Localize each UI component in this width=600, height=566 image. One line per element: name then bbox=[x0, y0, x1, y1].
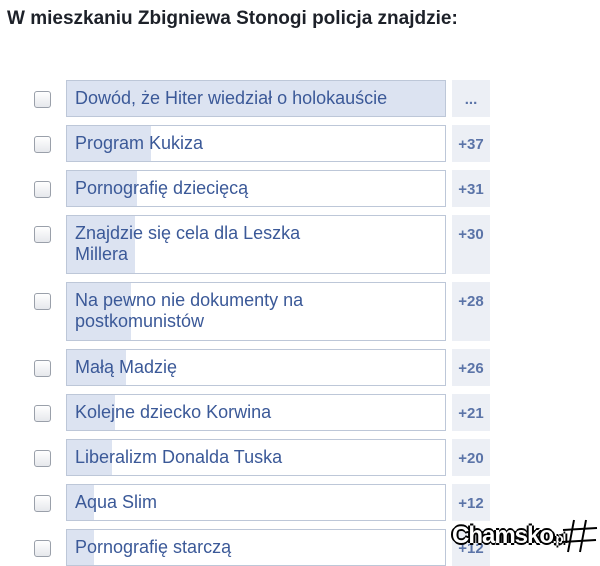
vote-bar bbox=[67, 126, 151, 161]
watermark-icon bbox=[561, 519, 598, 553]
vote-count[interactable]: +21 bbox=[452, 394, 490, 431]
poll-option: Program Kukiza +37 bbox=[0, 125, 600, 162]
vote-count[interactable]: +30 bbox=[452, 215, 490, 274]
checkbox[interactable] bbox=[34, 360, 51, 377]
poll-option: Małą Madzię +26 bbox=[0, 349, 600, 386]
option-box[interactable]: Program Kukiza bbox=[66, 125, 446, 162]
option-label: Liberalizm Donalda Tuska bbox=[75, 447, 283, 467]
vote-count[interactable]: +28 bbox=[452, 282, 490, 341]
poll-option: Dowód, że Hiter wiedział o holokauście..… bbox=[0, 80, 600, 117]
checkbox[interactable] bbox=[34, 226, 51, 243]
vote-bar bbox=[67, 350, 127, 385]
vote-bar bbox=[67, 171, 138, 206]
option-label: Dowód, że Hiter wiedział o holokauście bbox=[75, 88, 388, 108]
option-label: Program Kukiza bbox=[75, 133, 204, 153]
watermark-text: Chamsko.pl bbox=[452, 522, 566, 550]
option-box[interactable]: Pornografię dziecięcą bbox=[66, 170, 446, 207]
vote-bar bbox=[67, 485, 95, 520]
option-label: Na pewno nie dokumenty na postkomunistów bbox=[75, 290, 304, 331]
checkbox[interactable] bbox=[34, 181, 51, 198]
poll-option: Aqua Slim +12 bbox=[0, 484, 600, 521]
poll-option: Kolejne dziecko Korwina +21 bbox=[0, 394, 600, 431]
watermark-name: Chamsko bbox=[452, 522, 554, 549]
vote-bar bbox=[67, 81, 445, 116]
poll-option: Znajdzie się cela dla Leszka Millera +30 bbox=[0, 215, 600, 274]
option-label: Małą Madzię bbox=[75, 357, 178, 377]
poll-title: W mieszkaniu Zbigniewa Stonogi policja z… bbox=[7, 8, 458, 29]
option-label: Kolejne dziecko Korwina bbox=[75, 402, 272, 422]
vote-bar bbox=[67, 283, 131, 340]
vote-count[interactable]: +20 bbox=[452, 439, 490, 476]
option-label: Aqua Slim bbox=[75, 492, 158, 512]
checkbox[interactable] bbox=[34, 450, 51, 467]
option-box[interactable]: Na pewno nie dokumenty na postkomunistów bbox=[66, 282, 446, 341]
vote-count[interactable]: ... bbox=[452, 80, 490, 117]
checkbox[interactable] bbox=[34, 136, 51, 153]
vote-count[interactable]: +37 bbox=[452, 125, 490, 162]
checkbox[interactable] bbox=[34, 293, 51, 310]
checkbox[interactable] bbox=[34, 91, 51, 108]
vote-count[interactable]: +31 bbox=[452, 170, 490, 207]
vote-count[interactable]: +26 bbox=[452, 349, 490, 386]
vote-bar bbox=[67, 440, 113, 475]
option-box[interactable]: Dowód, że Hiter wiedział o holokauście bbox=[66, 80, 446, 117]
poll-option: Liberalizm Donalda Tuska +20 bbox=[0, 439, 600, 476]
option-box[interactable]: Znajdzie się cela dla Leszka Millera bbox=[66, 215, 446, 274]
option-box[interactable]: Liberalizm Donalda Tuska bbox=[66, 439, 446, 476]
checkbox[interactable] bbox=[34, 540, 51, 557]
poll-option: Pornografię dziecięcą +31 bbox=[0, 170, 600, 207]
option-label: Znajdzie się cela dla Leszka Millera bbox=[75, 223, 301, 264]
option-box[interactable]: Pornografię starczą bbox=[66, 529, 446, 566]
checkbox[interactable] bbox=[34, 405, 51, 422]
poll-option: Na pewno nie dokumenty na postkomunistów… bbox=[0, 282, 600, 341]
option-box[interactable]: Aqua Slim bbox=[66, 484, 446, 521]
vote-bar bbox=[67, 395, 115, 430]
checkbox[interactable] bbox=[34, 495, 51, 512]
vote-count[interactable]: +12 bbox=[452, 484, 490, 521]
option-label: Pornografię dziecięcą bbox=[75, 178, 249, 198]
vote-bar bbox=[67, 216, 136, 273]
option-label: Pornografię starczą bbox=[75, 537, 232, 557]
option-box[interactable]: Kolejne dziecko Korwina bbox=[66, 394, 446, 431]
option-box[interactable]: Małą Madzię bbox=[66, 349, 446, 386]
watermark: Chamsko.pl bbox=[452, 516, 600, 556]
